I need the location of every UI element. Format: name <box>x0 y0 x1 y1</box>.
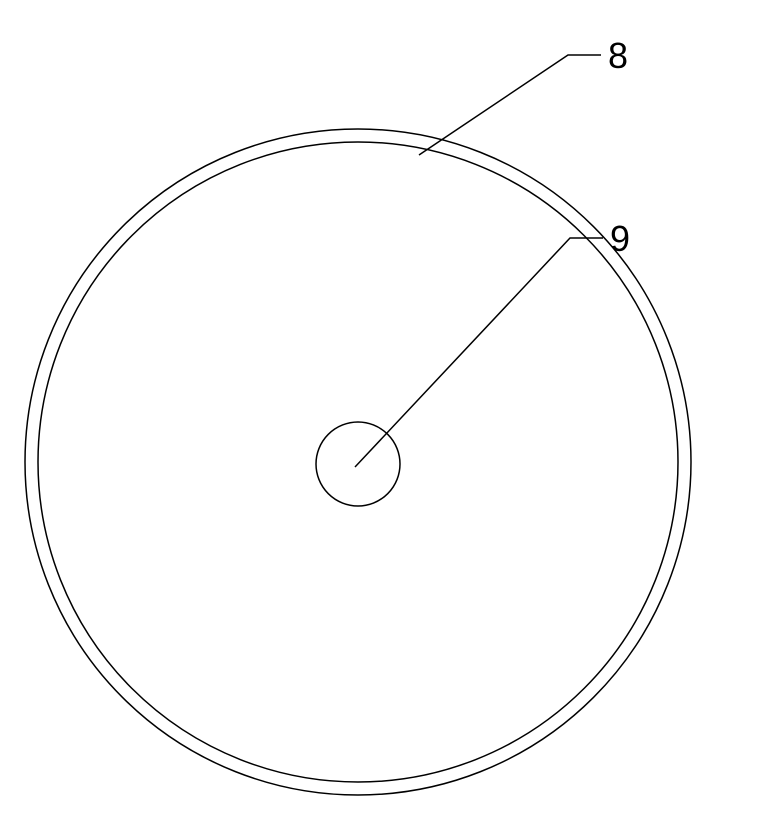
outer-circle <box>25 129 691 795</box>
label-9: 9 <box>610 218 630 260</box>
label-8: 8 <box>608 35 628 77</box>
diagram-canvas: 89 <box>0 0 763 831</box>
diagram-svg <box>0 0 763 831</box>
leader-line-9 <box>355 238 603 467</box>
leader-line-8 <box>419 55 601 155</box>
